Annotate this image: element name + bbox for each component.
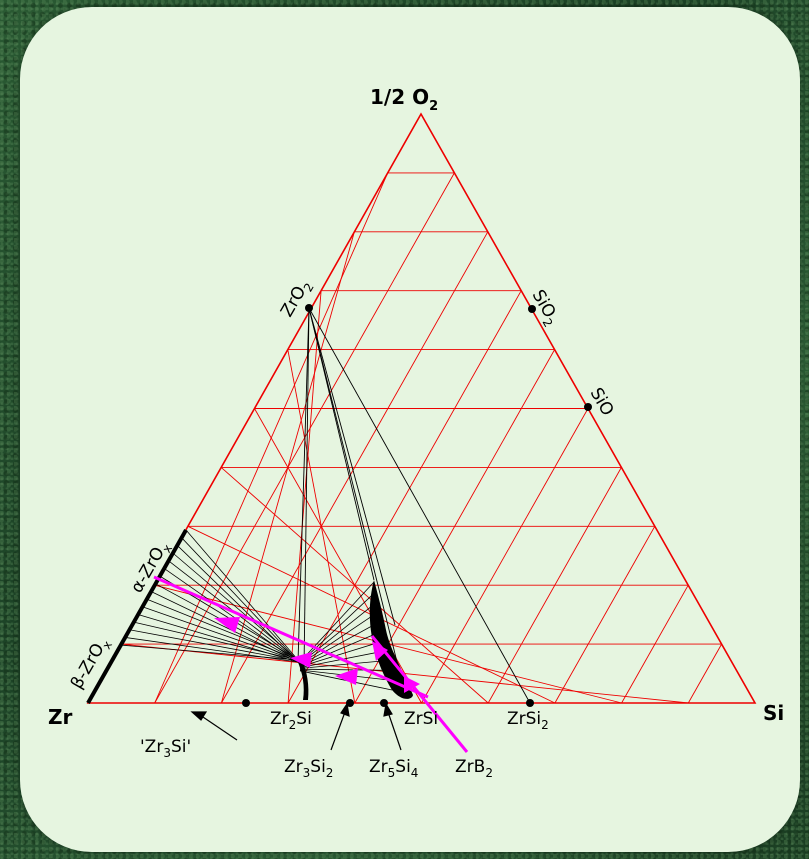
zrsi-label: ZrSi <box>404 709 438 729</box>
grid-line <box>287 290 522 704</box>
zro2-tielines <box>297 307 531 704</box>
tie-line <box>299 640 384 668</box>
zr3si-label: 'Zr3Si' <box>140 737 191 760</box>
grid-line <box>687 643 722 704</box>
sio-point <box>584 403 592 411</box>
zr5si4-label: Zr5Si4 <box>369 757 418 780</box>
grid-line <box>220 467 489 704</box>
beta-zrox-label: β-ZrOx <box>67 634 115 694</box>
zro2-point <box>305 304 313 312</box>
tie-line <box>128 629 299 662</box>
tie-line <box>141 606 299 662</box>
pointer-arrows <box>190 702 402 751</box>
tie-line <box>299 581 375 663</box>
diagram-card <box>20 7 800 852</box>
tie-line <box>299 630 383 667</box>
zr3si2-label: Zr3Si2 <box>284 757 333 780</box>
ternary-grid <box>121 172 722 704</box>
phase-points <box>242 304 592 707</box>
tie-line <box>299 668 389 671</box>
zr2si-label: Zr2Si <box>270 709 312 732</box>
zrsi-region <box>369 580 413 699</box>
reaction-path-arrows <box>214 617 420 693</box>
grid-line <box>421 408 589 704</box>
sio2-point <box>528 305 536 313</box>
tie-line <box>299 611 380 665</box>
tie-line <box>119 644 299 661</box>
tie-line <box>133 621 299 661</box>
zr3si-point <box>242 699 250 707</box>
apex-zr-label: Zr <box>48 705 73 729</box>
grid-line <box>621 584 689 704</box>
zrsi2-point <box>526 699 534 707</box>
tie-line <box>299 591 376 664</box>
apex-si-label: Si <box>763 701 784 725</box>
tie-line <box>185 529 299 661</box>
tie-line <box>299 601 378 664</box>
apex-o2-label: 1/2 O2 <box>370 85 438 114</box>
zr2si-zrsi-tielines <box>299 581 393 691</box>
tie-line <box>172 552 299 661</box>
grid-line <box>487 467 622 704</box>
reaction-path <box>153 575 469 753</box>
zrb2-label: ZrB2 <box>455 757 493 780</box>
tie-line <box>299 620 381 666</box>
tie-line <box>146 598 299 661</box>
zrsi2-label: ZrSi2 <box>507 709 549 732</box>
zrox-solid-solution-line <box>86 529 188 704</box>
tie-line <box>181 537 299 662</box>
grid-line <box>121 643 689 704</box>
zr2si-region <box>297 660 309 700</box>
tie-line <box>299 660 388 669</box>
zr3si2-point <box>346 699 354 707</box>
grid-line <box>554 526 656 704</box>
